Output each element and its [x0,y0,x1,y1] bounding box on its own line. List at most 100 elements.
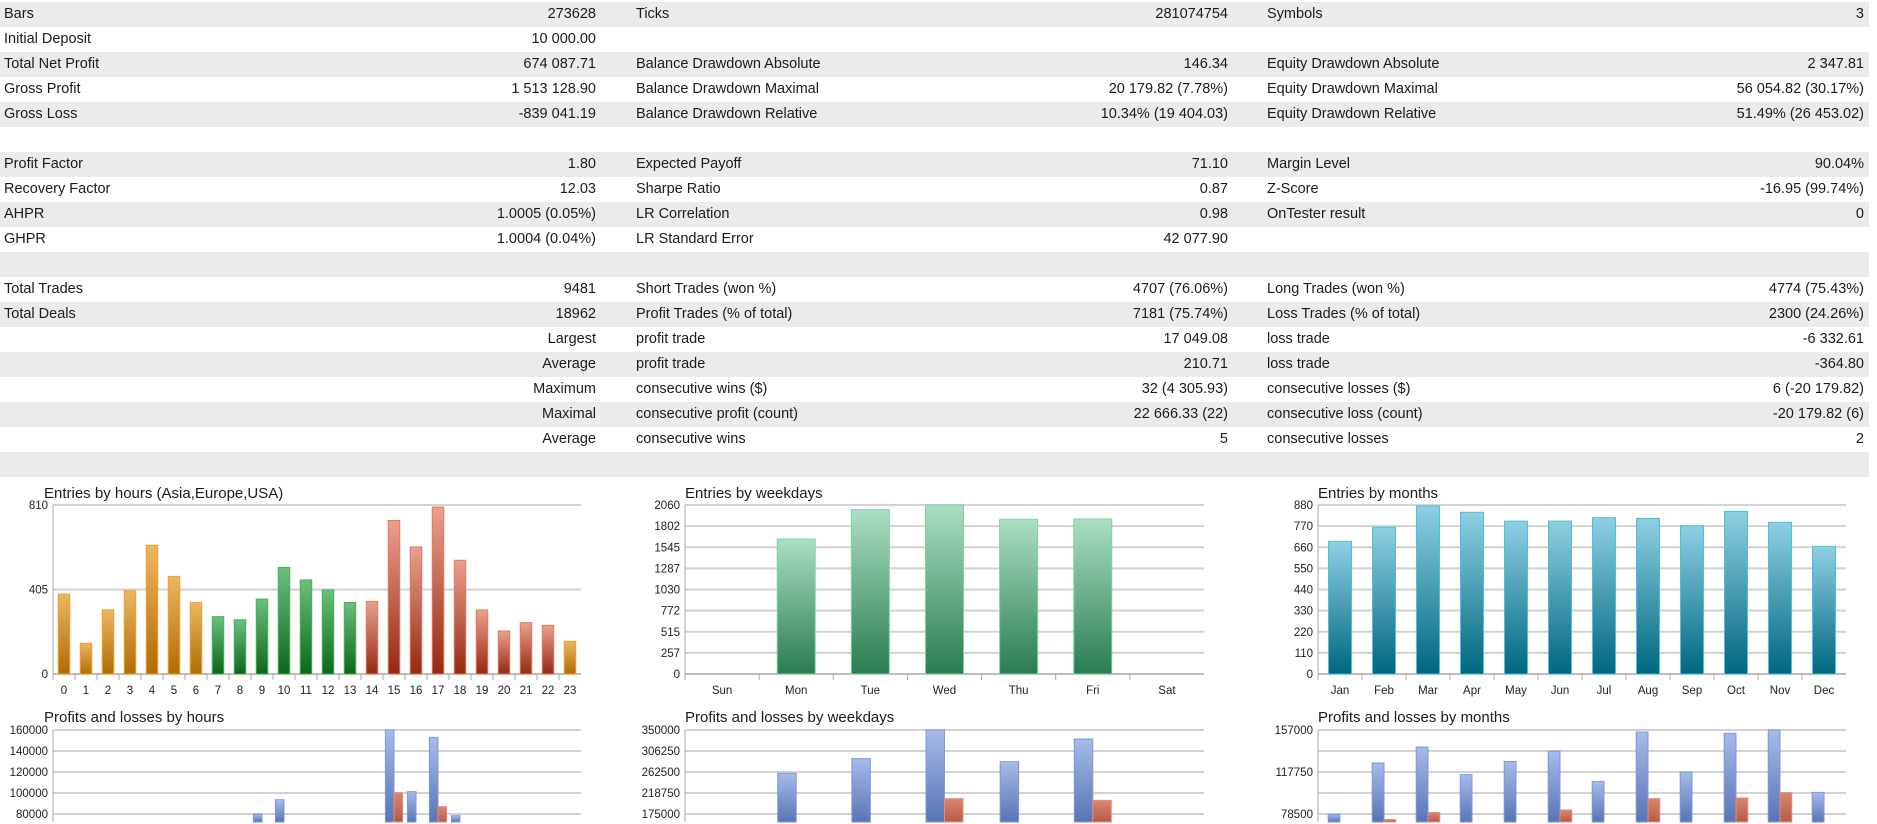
stat-label: consecutive loss (count) [1267,406,1423,422]
stat-value: 32 (4 305.93) [1141,381,1228,397]
entries-bar [453,559,467,675]
chart-4: Profits and losses by weekdays 175000 2187… [642,709,1204,823]
y-tick-label: 770 [1294,521,1313,533]
stat-value: 2 347.81 [1807,56,1864,72]
profit-bar [1459,774,1473,823]
profit-bar [384,729,395,823]
x-tick-label: Sat [1158,685,1176,697]
stat-label: Symbols [1267,6,1323,22]
entries-bar [255,598,269,675]
stat-label: Balance Drawdown Absolute [636,56,821,72]
y-tick-label: 405 [29,585,48,597]
stat-value: 90.04% [1814,156,1864,172]
x-tick-label: Sun [712,685,732,697]
stat-label: Expected Payoff [636,156,742,172]
profit-bar [274,799,285,823]
entries-bar [1548,520,1572,675]
stats-row: Total Net Profit 674 087.71 Balance Drawdo… [0,52,1869,77]
entries-bar [1504,520,1528,675]
stat-label: Balance Drawdown Maximal [636,81,819,97]
chart-title: Profits and losses by hours [44,709,224,726]
stat-value: Maximum [533,381,596,397]
entries-bar [999,518,1039,675]
y-tick-label: 80000 [16,809,48,821]
stats-row: Initial Deposit 10 000.00 [0,27,1869,52]
stat-value: 17 049.08 [1163,331,1228,347]
y-tick-label: 220 [1294,627,1313,639]
profit-bar [1767,729,1781,823]
loss-bar [393,792,404,823]
stat-label: Equity Drawdown Relative [1267,106,1437,122]
entries-bar [277,566,291,675]
x-tick-label: 13 [344,685,357,697]
stat-value: 9481 [563,281,596,297]
chart-title: Entries by hours (Asia,Europe,USA) [44,485,283,502]
stat-label: Sharpe Ratio [636,181,721,197]
x-tick-label: 15 [388,685,401,697]
stats-row [0,252,1869,277]
y-tick-label: 0 [674,669,680,681]
x-tick-label: 18 [454,685,467,697]
stat-label: LR Correlation [636,206,730,222]
stat-label: Ticks [636,6,670,22]
entries-bar [1724,510,1748,675]
entries-bar [1812,545,1836,675]
entries-bar [211,616,225,675]
profit-bar [1415,746,1429,823]
stats-row: Total Deals 18962 Profit Trades (% of tota… [0,302,1869,327]
stat-value: 42 077.90 [1163,231,1228,247]
stat-value: -364.80 [1814,356,1864,372]
stat-value: 0.98 [1199,206,1228,222]
entries-bar [541,624,555,675]
entries-bar [519,622,533,675]
x-tick-label: 9 [259,685,265,697]
x-tick-label: 19 [476,685,489,697]
y-tick-label: 880 [1294,500,1313,512]
stat-value: 56 054.82 (30.17%) [1736,81,1864,97]
stat-label: Equity Drawdown Absolute [1267,56,1440,72]
loss-bar [1383,818,1397,823]
chart-title: Entries by months [1318,485,1438,502]
x-tick-label: Jan [1331,685,1350,697]
entries-bar [387,519,401,675]
stat-value: 10 000.00 [531,31,596,47]
x-tick-label: Mar [1418,685,1438,697]
x-tick-label: 21 [520,685,533,697]
profit-bar [1371,762,1385,823]
stat-label: profit trade [636,356,706,372]
stats-row [0,127,1869,152]
x-tick-label: 14 [366,685,379,697]
x-tick-label: 1 [83,685,89,697]
y-tick-label: 257 [661,648,680,660]
x-tick-label: Dec [1814,685,1835,697]
entries-bar [1768,521,1792,675]
y-tick-label: 100000 [10,788,48,800]
stat-label: Long Trades (won %) [1267,281,1405,297]
x-tick-label: 17 [432,685,445,697]
stat-value: 273628 [547,6,596,22]
stat-label: AHPR [4,206,45,222]
x-tick-label: 0 [61,685,67,697]
y-tick-label: 330 [1294,606,1313,618]
stat-value: 1.80 [567,156,596,172]
entries-bar [189,601,203,675]
entries-bar [145,544,159,675]
y-tick-label: 350000 [642,725,680,737]
stat-value: 281074754 [1155,6,1228,22]
entries-bar [167,575,181,675]
entries-bar [101,609,115,675]
chart-title: Profits and losses by weekdays [685,709,894,726]
profit-bar [1591,781,1605,823]
x-tick-label: Oct [1727,685,1746,697]
stats-row: Recovery Factor 12.03 Sharpe Ratio 0.87 Z-Sc… [0,177,1869,202]
x-tick-label: Apr [1463,685,1481,697]
y-tick-label: 157000 [1275,725,1313,737]
x-tick-label: 23 [564,685,577,697]
entries-bar [299,579,313,675]
profit-bar [1547,750,1561,823]
x-tick-label: Fri [1086,685,1099,697]
loss-bar [1427,812,1441,823]
stat-label: Initial Deposit [4,31,92,47]
profit-bar [1327,813,1341,823]
x-tick-label: May [1505,685,1527,697]
